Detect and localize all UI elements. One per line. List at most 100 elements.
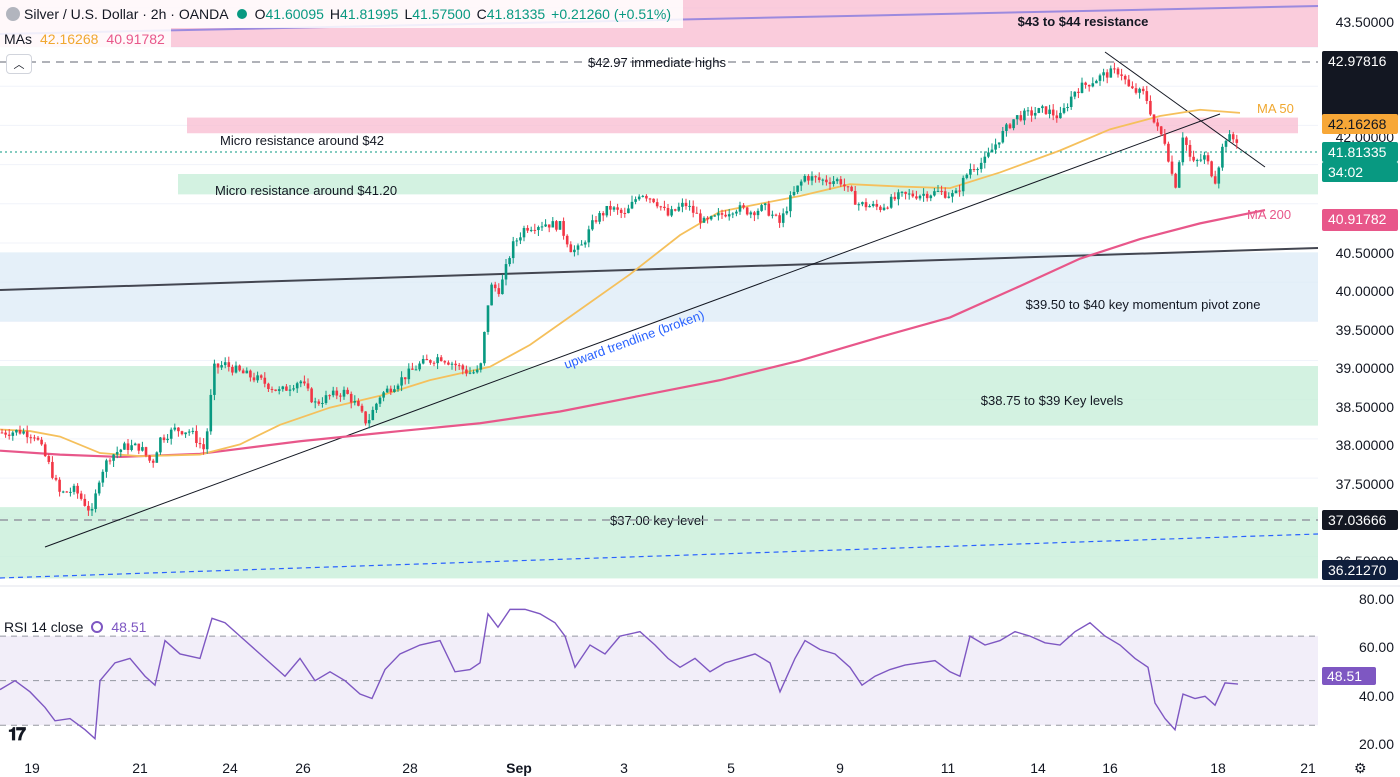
candle-body	[1203, 155, 1206, 160]
gear-icon[interactable]: ⚙	[1354, 760, 1367, 776]
candle-body	[375, 403, 378, 410]
x-tick-label: 14	[1030, 760, 1046, 776]
candle-body	[1066, 106, 1069, 108]
candle-body	[623, 212, 627, 214]
candle-body	[605, 205, 609, 216]
candle-body	[691, 205, 695, 213]
rsi-y-tick-label: 20.00	[1359, 736, 1394, 752]
candle-body	[1199, 159, 1203, 161]
candle-body	[105, 460, 108, 472]
candle-body	[162, 437, 166, 441]
candle-body	[328, 395, 331, 397]
candle-body	[1059, 112, 1062, 119]
candle-body	[317, 401, 321, 404]
symbol-title[interactable]: Silver / U.S. Dollar · 2h · OANDA	[24, 6, 229, 22]
candle-body	[187, 431, 191, 433]
zone-support	[0, 507, 1318, 579]
candle-body	[83, 498, 87, 506]
candle-body	[821, 179, 825, 181]
candle-body	[1023, 110, 1026, 121]
y-tick-label: 37.50000	[1336, 476, 1395, 492]
candle-body	[439, 357, 443, 362]
candle-body	[810, 176, 814, 181]
y-tick-label: 39.00000	[1336, 360, 1395, 376]
candle-body	[515, 240, 519, 242]
candle-body	[619, 209, 623, 213]
candle-body	[11, 432, 15, 436]
x-tick-label: 3	[620, 760, 628, 776]
zone-label: $38.75 to $39 Key levels	[981, 393, 1124, 408]
candle-body	[177, 427, 180, 432]
candle-body	[677, 206, 681, 211]
candle-body	[868, 205, 871, 208]
candle-body	[385, 388, 389, 393]
candle-body	[1062, 107, 1066, 113]
candle-body	[436, 357, 439, 364]
x-tick-label: 21	[132, 760, 148, 776]
candle-body	[1026, 110, 1030, 112]
candle-body	[832, 181, 835, 185]
rsi-label[interactable]: RSI 14 close	[4, 619, 84, 635]
candle-body	[1001, 130, 1005, 143]
candle-body	[209, 394, 213, 432]
candle-body	[655, 202, 659, 207]
candle-body	[1095, 80, 1098, 84]
zone-label: Micro resistance around $41.20	[215, 183, 397, 198]
candle-body	[738, 205, 742, 212]
candle-body	[447, 362, 450, 365]
candle-body	[407, 368, 411, 380]
candle-body	[814, 176, 817, 178]
ma-legend-label[interactable]: MAs	[4, 31, 32, 47]
candle-body	[87, 505, 90, 511]
candle-body	[137, 443, 141, 451]
collapse-legend-button[interactable]: ︿	[6, 54, 32, 74]
candle-body	[151, 460, 155, 463]
candle-body	[789, 195, 792, 212]
candle-body	[90, 508, 94, 511]
candle-body	[1116, 68, 1120, 75]
candle-body	[965, 174, 969, 178]
candle-body	[472, 372, 475, 374]
candle-body	[522, 227, 526, 238]
tradingview-logo-icon[interactable]: 𝟏𝟕	[8, 724, 26, 745]
candle-body	[94, 493, 97, 509]
candle-body	[1188, 144, 1192, 157]
candle-body	[1159, 126, 1163, 135]
candle-body	[324, 395, 328, 403]
candle-body	[587, 229, 591, 243]
candle-body	[731, 213, 735, 215]
candle-body	[641, 195, 645, 197]
zone-label: $43 to $44 resistance	[1018, 14, 1149, 29]
candle-body	[1131, 86, 1134, 89]
candle-body	[1156, 122, 1159, 127]
x-tick-label: 21	[1300, 760, 1316, 776]
candle-body	[717, 213, 720, 216]
candle-body	[198, 443, 202, 445]
lower-dashed-trendline	[0, 533, 1319, 579]
x-tick-label: 24	[222, 760, 238, 776]
candle-body	[569, 244, 573, 253]
x-tick-label: 19	[24, 760, 40, 776]
candle-body	[1123, 75, 1127, 80]
candle-body	[889, 196, 893, 208]
candle-body	[18, 429, 22, 434]
candle-body	[58, 479, 61, 492]
candle-body	[403, 377, 407, 380]
candle-body	[900, 191, 904, 193]
candle-body	[274, 389, 277, 391]
candle-body	[277, 389, 281, 391]
candle-body	[1044, 106, 1048, 114]
price-tag-level2	[1322, 560, 1398, 580]
candle-body	[684, 202, 688, 207]
candle-body	[51, 461, 54, 478]
candle-body	[15, 429, 18, 433]
candle-body	[195, 430, 198, 444]
candle-body	[1228, 134, 1231, 141]
candle-body	[1145, 91, 1149, 101]
candle-body	[1138, 88, 1141, 93]
candle-body	[843, 184, 846, 187]
x-tick-label: 11	[941, 760, 956, 776]
downward-trendline	[1104, 51, 1266, 168]
candle-body	[205, 431, 209, 450]
